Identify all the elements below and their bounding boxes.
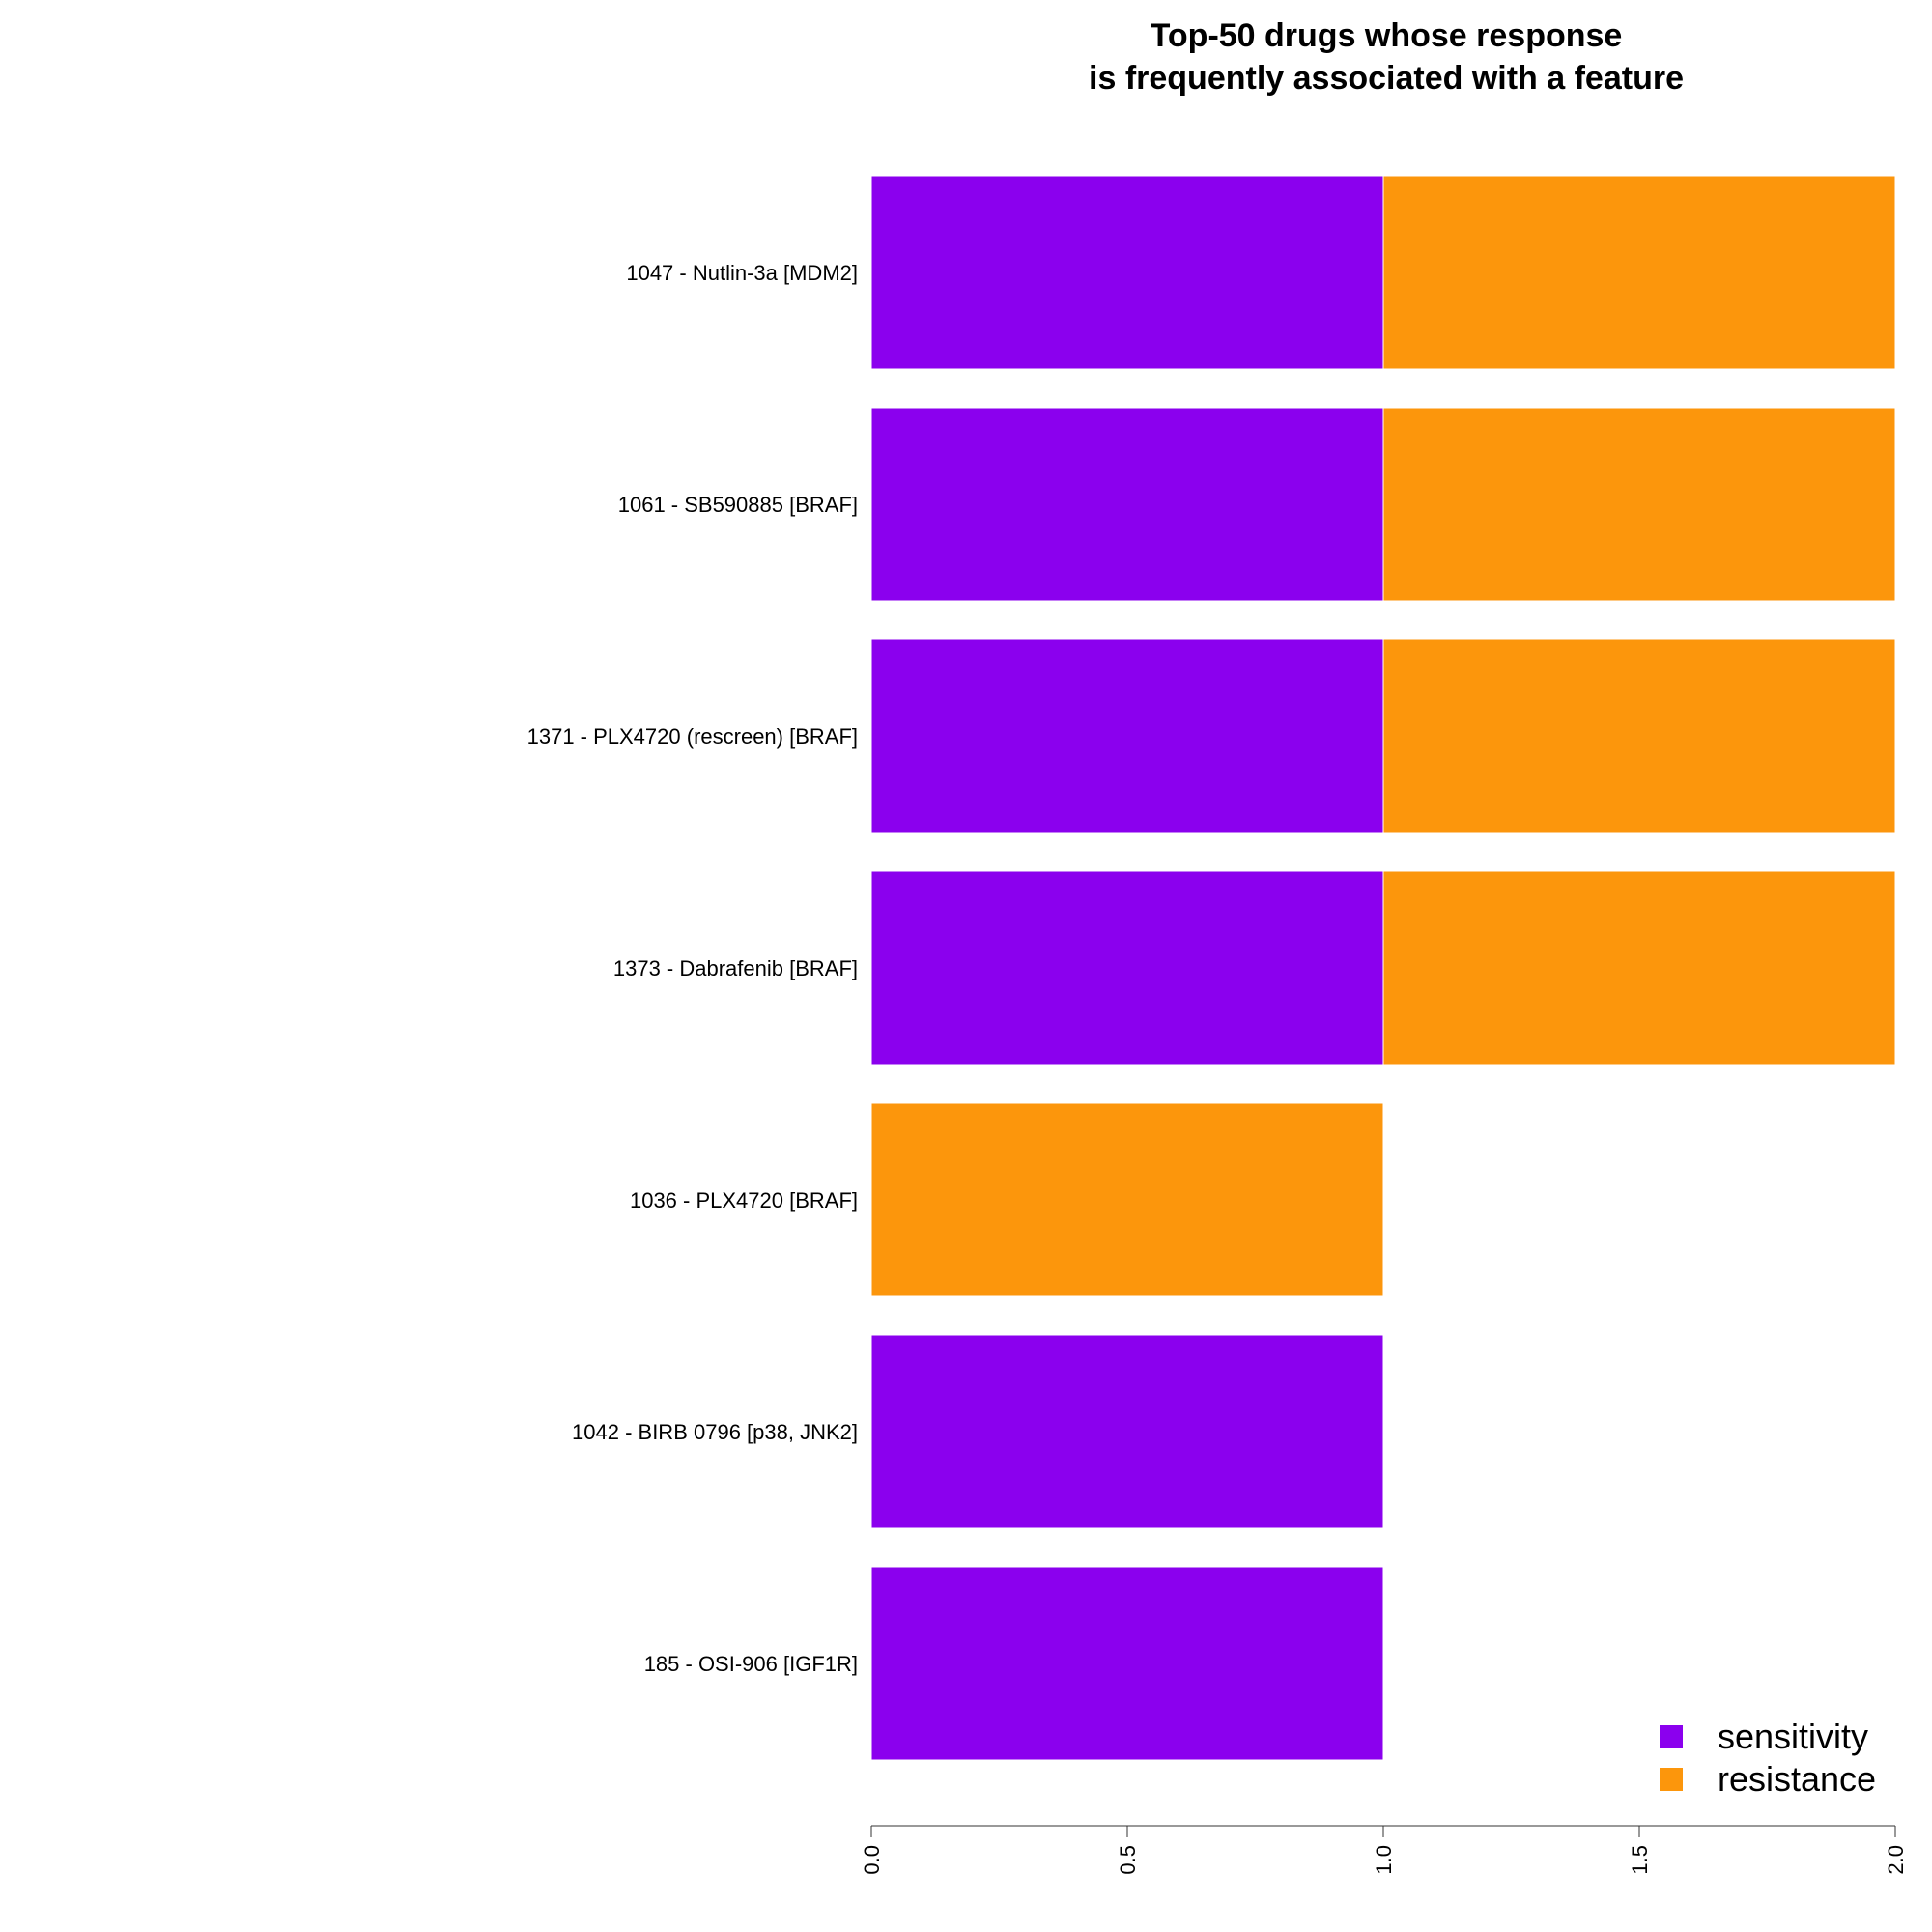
bar-sensitivity xyxy=(870,1566,1384,1761)
bars xyxy=(870,175,1896,1761)
category-label: 1036 - PLX4720 [BRAF] xyxy=(630,1188,858,1212)
bar-sensitivity xyxy=(870,175,1384,370)
chart-title-line-1: Top-50 drugs whose response xyxy=(1151,17,1623,54)
bar-resistance xyxy=(1382,175,1896,370)
legend-swatch-resistance xyxy=(1660,1768,1683,1791)
category-label: 1373 - Dabrafenib [BRAF] xyxy=(613,956,858,980)
legend-swatch-sensitivity xyxy=(1660,1725,1683,1748)
x-tick-label: 1.5 xyxy=(1628,1845,1652,1875)
category-label: 1061 - SB590885 [BRAF] xyxy=(618,493,858,517)
bar-resistance xyxy=(870,1102,1384,1297)
chart-title: Top-50 drugs whose response is frequentl… xyxy=(1089,17,1684,97)
x-tick-label: 0.0 xyxy=(860,1845,884,1875)
category-label: 1371 - PLX4720 (rescreen) [BRAF] xyxy=(527,724,858,749)
category-labels: 1047 - Nutlin-3a [MDM2] 1061 - SB590885 [… xyxy=(527,261,858,1676)
chart-title-line-2: is frequently associated with a feature xyxy=(1089,60,1684,97)
bar-sensitivity xyxy=(870,870,1384,1065)
category-label: 1047 - Nutlin-3a [MDM2] xyxy=(626,261,858,285)
bar-sensitivity xyxy=(870,1334,1384,1529)
x-tick-label: 1.0 xyxy=(1372,1845,1396,1875)
bar-resistance xyxy=(1382,870,1896,1065)
bar-resistance xyxy=(1382,639,1896,834)
bar-resistance xyxy=(1382,407,1896,602)
legend-label-sensitivity: sensitivity xyxy=(1718,1717,1868,1756)
x-axis: 0.0 0.5 1.0 1.5 2.0 xyxy=(860,1825,1908,1875)
category-label: 1042 - BIRB 0796 [p38, JNK2] xyxy=(572,1420,858,1444)
x-tick-label: 0.5 xyxy=(1116,1845,1140,1875)
bar-sensitivity xyxy=(870,639,1384,834)
legend-label-resistance: resistance xyxy=(1718,1759,1876,1799)
bar-sensitivity xyxy=(870,407,1384,602)
x-tick-label: 2.0 xyxy=(1884,1845,1908,1875)
category-label: 185 - OSI-906 [IGF1R] xyxy=(644,1652,858,1676)
